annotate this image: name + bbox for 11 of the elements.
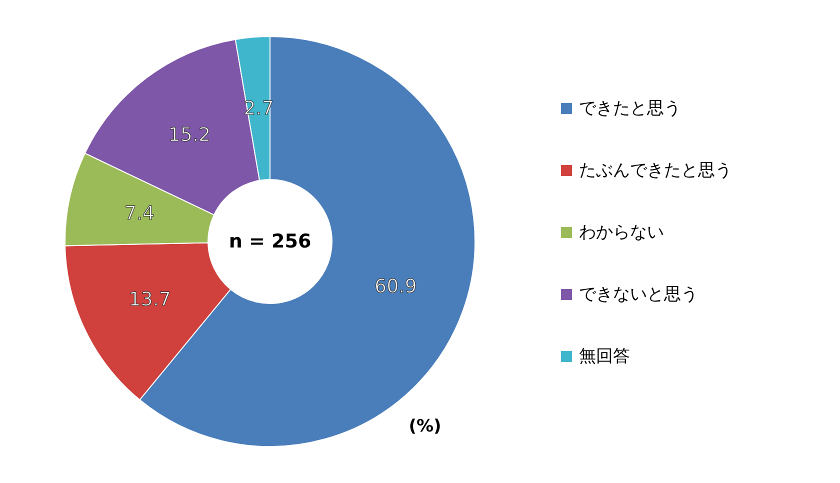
legend-label: できたと思う — [579, 98, 681, 118]
data-label: 13.7 — [128, 288, 172, 311]
legend-label: わからない — [579, 222, 664, 242]
data-label: 60.9 — [374, 276, 417, 298]
legend-label: 無回答 — [579, 346, 630, 366]
text: (%) — [408, 416, 442, 436]
legend-label: たぶんできたと思う — [579, 160, 732, 180]
legend-label: できないと思う — [579, 284, 698, 304]
data-label: 7.4 — [124, 202, 155, 224]
data-label: 15.2 — [168, 124, 211, 146]
text: n = 256 — [228, 230, 312, 252]
